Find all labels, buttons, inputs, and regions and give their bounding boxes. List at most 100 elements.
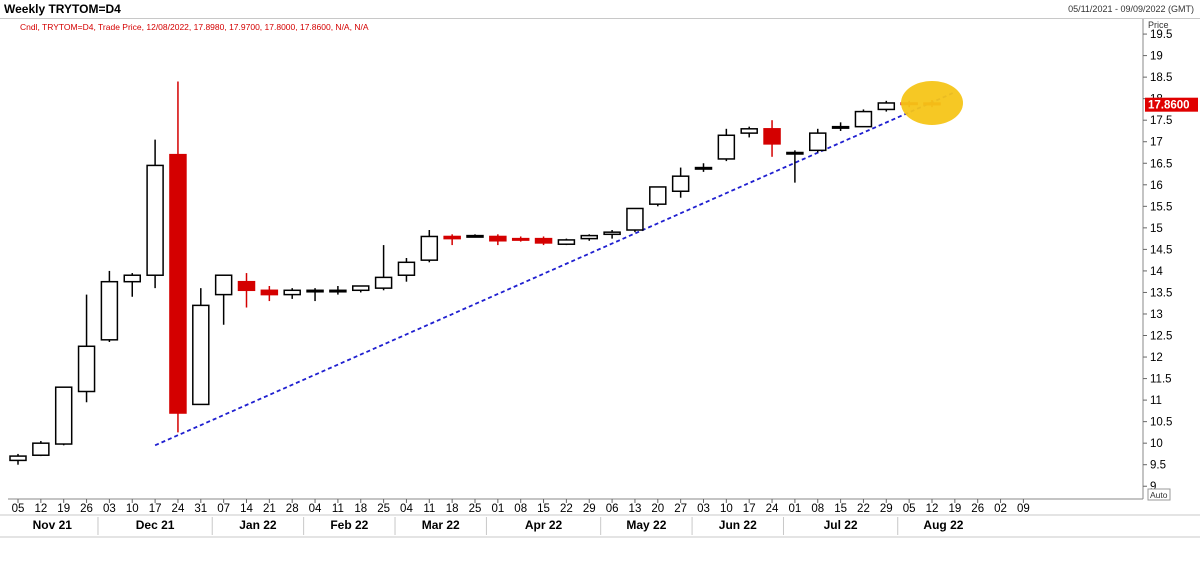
candle-body — [671, 175, 690, 193]
candle-body — [192, 304, 210, 406]
y-tick-label: 11.5 — [1150, 374, 1172, 386]
candle — [466, 234, 484, 238]
candle-body — [100, 280, 119, 341]
x-tick-label: 07 — [217, 503, 230, 515]
candle — [877, 100, 896, 112]
x-tick-label: 20 — [651, 503, 664, 515]
candle-body — [786, 151, 804, 155]
candle — [649, 186, 667, 207]
y-tick-label: 16.5 — [1150, 158, 1172, 170]
candle — [329, 285, 347, 295]
candle — [786, 150, 804, 183]
candle-body — [626, 207, 644, 231]
candle — [534, 236, 553, 246]
candle — [443, 234, 461, 246]
y-tick-label: 19.5 — [1150, 29, 1172, 41]
x-tick-label: 03 — [697, 503, 710, 515]
candle-body — [77, 345, 96, 393]
y-tick-label: 15 — [1150, 223, 1163, 235]
legend-text: Cndl, TRYTOM=D4, Trade Price, 12/08/2022… — [20, 22, 369, 32]
candle — [489, 234, 507, 246]
x-tick-label: 08 — [514, 503, 527, 515]
candle-body — [557, 239, 576, 245]
x-tick-label: 02 — [994, 503, 1007, 515]
x-tick-label: 25 — [377, 503, 390, 515]
candle — [557, 238, 576, 246]
candle — [214, 274, 233, 325]
x-tick-label: 22 — [857, 503, 870, 515]
month-label: Jun 22 — [719, 518, 757, 532]
x-tick-label: 04 — [309, 503, 322, 515]
candle — [717, 128, 736, 162]
candle — [146, 139, 164, 289]
y-tick-label: 11 — [1150, 395, 1162, 407]
candle — [9, 453, 27, 465]
x-tick-label: 11 — [332, 503, 344, 515]
x-tick-label: 04 — [400, 503, 413, 515]
month-label: May 22 — [626, 518, 666, 532]
x-tick-label: 15 — [834, 503, 847, 515]
x-tick-label: 24 — [766, 503, 779, 515]
candle — [671, 167, 690, 198]
candle-body — [146, 164, 164, 276]
candle — [694, 163, 713, 172]
y-tick-label: 12 — [1150, 352, 1163, 364]
month-label: Dec 21 — [136, 518, 175, 532]
candle-body — [809, 132, 827, 152]
candle-body — [717, 134, 736, 160]
y-tick-label: 13.5 — [1150, 287, 1172, 299]
x-tick-label: 11 — [423, 503, 435, 515]
candle — [854, 109, 873, 128]
month-label: Aug 22 — [923, 518, 963, 532]
candle — [123, 273, 141, 297]
candle-body — [397, 261, 416, 276]
y-tick-label: 10.5 — [1150, 417, 1172, 429]
candle-body — [534, 237, 553, 244]
x-tick-label: 25 — [469, 503, 482, 515]
x-tick-label: 26 — [80, 503, 93, 515]
auto-scale-label: Auto — [1150, 490, 1168, 500]
candle-body — [763, 128, 781, 145]
chart-header: Weekly TRYTOM=D4 05/11/2021 - 09/09/2022… — [0, 0, 1200, 19]
candle — [763, 120, 781, 157]
price-axis-label: Price — [1148, 20, 1169, 30]
x-tick-label: 29 — [880, 503, 893, 515]
last-price-tag — [1145, 97, 1198, 112]
x-tick-label: 10 — [126, 503, 139, 515]
x-tick-label: 13 — [629, 503, 642, 515]
x-tick-label: 26 — [971, 503, 984, 515]
auto-scale-button — [1147, 488, 1171, 501]
highlight-marker — [901, 80, 963, 125]
x-tick-label: 14 — [240, 503, 253, 515]
candle-body — [466, 234, 484, 238]
candle-body — [329, 289, 347, 293]
y-tick-label: 16 — [1150, 180, 1163, 192]
candle-body — [374, 276, 393, 289]
candle — [283, 288, 301, 299]
month-label: Mar 22 — [422, 518, 460, 532]
x-tick-label: 18 — [446, 503, 459, 515]
x-tick-label: 28 — [286, 503, 299, 515]
x-tick-label: 12 — [926, 503, 939, 515]
x-tick-label: 09 — [1017, 503, 1030, 515]
x-tick-label: 03 — [103, 503, 116, 515]
candle-body — [603, 231, 621, 236]
candle — [580, 234, 598, 241]
candle-body — [169, 153, 187, 414]
y-tick-label: 12.5 — [1150, 331, 1172, 343]
trendline — [154, 91, 956, 447]
y-tick-label: 18.5 — [1150, 72, 1172, 84]
y-tick-label: 17 — [1150, 137, 1163, 149]
y-tick-label: 13 — [1150, 309, 1163, 321]
candle-body — [694, 166, 713, 170]
candle-body — [283, 289, 301, 296]
candle-body — [123, 274, 141, 283]
x-tick-label: 17 — [149, 503, 162, 515]
y-tick-label: 9.5 — [1150, 460, 1166, 472]
x-tick-label: 01 — [491, 503, 504, 515]
candle-body — [740, 128, 758, 134]
x-tick-label: 27 — [674, 503, 687, 515]
candle-body — [214, 274, 233, 296]
month-label: Feb 22 — [330, 518, 368, 532]
